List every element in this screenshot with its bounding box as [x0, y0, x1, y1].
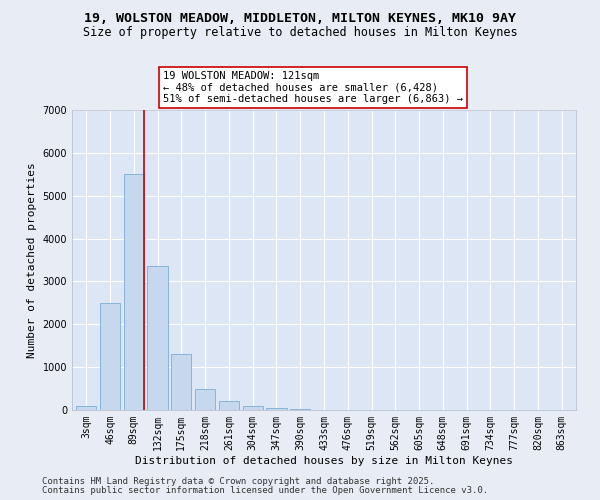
- Bar: [171, 354, 191, 410]
- Bar: [242, 406, 263, 410]
- Text: 19 WOLSTON MEADOW: 121sqm
← 48% of detached houses are smaller (6,428)
51% of se: 19 WOLSTON MEADOW: 121sqm ← 48% of detac…: [163, 71, 463, 104]
- Y-axis label: Number of detached properties: Number of detached properties: [27, 162, 37, 358]
- Bar: [76, 406, 97, 410]
- Text: Size of property relative to detached houses in Milton Keynes: Size of property relative to detached ho…: [83, 26, 517, 39]
- Bar: [290, 408, 310, 410]
- Bar: [148, 266, 167, 410]
- Text: Contains public sector information licensed under the Open Government Licence v3: Contains public sector information licen…: [42, 486, 488, 495]
- Text: 19, WOLSTON MEADOW, MIDDLETON, MILTON KEYNES, MK10 9AY: 19, WOLSTON MEADOW, MIDDLETON, MILTON KE…: [84, 12, 516, 26]
- X-axis label: Distribution of detached houses by size in Milton Keynes: Distribution of detached houses by size …: [135, 456, 513, 466]
- Bar: [100, 303, 120, 410]
- Bar: [124, 174, 144, 410]
- Text: Contains HM Land Registry data © Crown copyright and database right 2025.: Contains HM Land Registry data © Crown c…: [42, 477, 434, 486]
- Bar: [195, 388, 215, 410]
- Bar: [219, 400, 239, 410]
- Bar: [266, 408, 287, 410]
